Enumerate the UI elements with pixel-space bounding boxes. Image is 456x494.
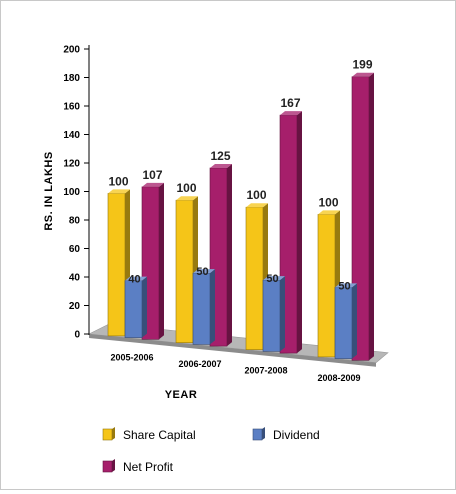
y-tick-label: 120 <box>63 159 80 170</box>
y-tick-label: 20 <box>69 301 81 312</box>
share-capital-value-label: 100 <box>176 181 196 195</box>
y-tick-label: 80 <box>69 216 81 227</box>
legend-label: Share Capital <box>123 428 196 442</box>
y-tick-label: 0 <box>74 330 80 341</box>
y-tick-label: 180 <box>63 73 80 84</box>
x-category-label: 2006-2007 <box>178 359 221 369</box>
legend-item: Dividend <box>252 427 320 442</box>
legend-label: Dividend <box>273 428 320 442</box>
dividend-bar <box>124 276 147 338</box>
legend-swatch <box>252 428 263 441</box>
net-profit-value-label: 125 <box>210 149 230 163</box>
y-tick-label: 140 <box>63 130 80 141</box>
net-profit-value-label: 167 <box>280 96 300 110</box>
x-category-label: 2008-2009 <box>317 373 360 383</box>
chart-floor-edge <box>89 334 376 367</box>
y-tick-label: 60 <box>69 244 81 255</box>
net-profit-value-label: 107 <box>142 168 162 182</box>
dividend-value-label: 50 <box>196 266 208 278</box>
dividend-value-label: 50 <box>266 273 278 285</box>
share-capital-value-label: 100 <box>246 188 266 202</box>
dividend-value-label: 40 <box>128 274 140 286</box>
y-tick-label: 100 <box>63 187 80 198</box>
y-axis-title: RS. IN LAKHS <box>43 151 55 230</box>
x-axis-title: YEAR <box>165 389 198 401</box>
dividend-bar <box>262 276 285 352</box>
x-category-label: 2005-2006 <box>110 352 153 362</box>
y-tick-label: 40 <box>69 273 81 284</box>
legend-swatch <box>102 460 113 473</box>
legend-item: Share Capital <box>102 427 196 442</box>
share-capital-value-label: 100 <box>318 195 338 209</box>
net-profit-value-label: 199 <box>352 58 372 72</box>
legend-swatch <box>102 428 113 441</box>
legend-item: Net Profit <box>102 459 174 474</box>
dividend-value-label: 50 <box>338 280 350 292</box>
x-category-label: 2007-2008 <box>244 366 287 376</box>
share-capital-value-label: 100 <box>108 174 128 188</box>
dividend-bar <box>334 283 357 359</box>
dividend-bar <box>192 269 215 345</box>
share-capital-bar <box>317 210 340 358</box>
y-tick-label: 200 <box>63 45 80 56</box>
legend-label: Net Profit <box>123 460 174 474</box>
y-tick-label: 160 <box>63 102 80 113</box>
